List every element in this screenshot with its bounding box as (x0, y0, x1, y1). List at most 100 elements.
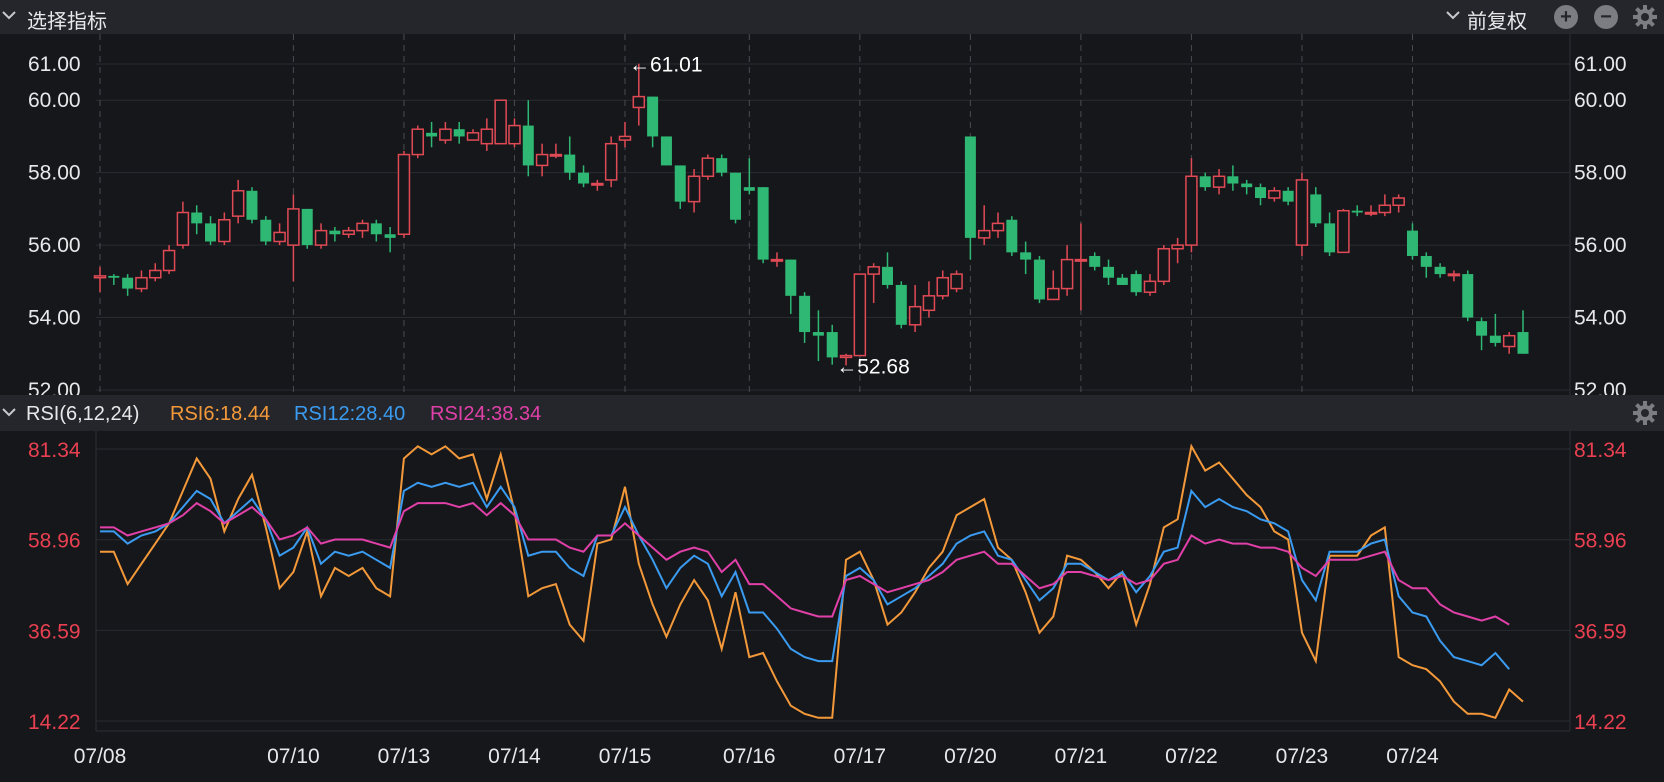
adjust-type-select[interactable]: 前复权 (1467, 11, 1527, 33)
gear-icon[interactable] (1632, 4, 1658, 30)
candle-body (618, 135, 632, 141)
candle-body (770, 258, 784, 262)
candle-body (356, 222, 369, 232)
rsi-tick-label-right: 81.34 (1574, 439, 1627, 462)
candle-body (647, 96, 659, 137)
candle-body (494, 99, 507, 145)
candle-body (231, 190, 245, 217)
indicator-select-label[interactable]: 选择指标 (27, 11, 107, 33)
candle-body (329, 230, 341, 235)
candle-body (1116, 277, 1128, 285)
candle-body (1476, 321, 1488, 336)
price-tick-label-right: 61.00 (1574, 53, 1627, 76)
candle-body (1324, 223, 1336, 253)
rsi-tick-label-right: 36.59 (1574, 620, 1627, 643)
candle-body (273, 231, 286, 243)
rsi-gear-icon[interactable] (1632, 400, 1658, 426)
candle-body (1130, 274, 1142, 293)
candle-body (1420, 255, 1432, 267)
candle-body (839, 354, 853, 359)
rsi-chart: 81.34 81.34 58.96 58.96 36.59 36.59 14.22 14.22… (28, 431, 1627, 768)
zoom-out-icon[interactable]: − (1594, 5, 1618, 29)
candle-body (522, 125, 534, 166)
candle-body (1103, 266, 1115, 278)
rsi-series-line-rsi12 (100, 481, 1510, 670)
price-tick-label-left: 58.00 (28, 162, 81, 185)
price-tick-label-right: 56.00 (1574, 234, 1627, 257)
zoom-in-icon[interactable]: + (1554, 5, 1578, 29)
adjust-chevron-down-icon[interactable] (1446, 10, 1460, 22)
candle-body (1227, 176, 1239, 184)
x-tick-label: 07/17 (834, 745, 887, 768)
candle-body (535, 153, 549, 167)
candle-body (1212, 175, 1226, 188)
rsi-title[interactable]: RSI(6,12,24) (26, 403, 140, 425)
candle-body (426, 132, 438, 137)
rsi6-value: RSI6:18.44 (170, 403, 271, 425)
price-extreme-annotation: ←52.68 (836, 355, 910, 378)
candle-body (314, 229, 328, 246)
rsi-chevron-down-icon[interactable] (2, 407, 16, 419)
candle-body (453, 129, 465, 137)
x-tick-label: 07/13 (378, 745, 431, 768)
candle-body (162, 249, 176, 272)
candle-body (1074, 258, 1088, 262)
candle-body (660, 136, 672, 166)
candle-body (564, 154, 576, 173)
candle-body (411, 128, 425, 156)
candle-body (1255, 187, 1267, 199)
candle-body (908, 305, 922, 326)
candle-body (384, 234, 396, 238)
candle-body (785, 259, 797, 296)
rsi-series-line-rsi24 (100, 501, 1510, 626)
candle-body (674, 165, 686, 202)
candle-body (1241, 183, 1253, 188)
candle-body (812, 332, 824, 336)
candle-body (439, 128, 452, 141)
price-extreme-annotation: ←61.01 (629, 54, 703, 77)
x-tick-label: 07/08 (74, 745, 127, 768)
candle-body (1143, 280, 1157, 293)
price-tick-label-right: 58.00 (1574, 162, 1627, 185)
candle-body (108, 275, 120, 278)
rsi12-value: RSI12:28.40 (294, 403, 406, 425)
x-tick-label: 07/23 (1276, 745, 1329, 768)
candle-body (716, 158, 728, 173)
candle-body (480, 128, 494, 145)
candle-body (1006, 219, 1018, 253)
candle-body (1157, 247, 1171, 283)
candle-body (757, 187, 769, 260)
candle-body (1199, 176, 1211, 188)
candle-body (604, 142, 618, 181)
candle-body (977, 229, 991, 239)
candle-body (591, 182, 604, 186)
candle-body (826, 332, 838, 358)
candle-body (950, 273, 963, 290)
top-toolbar: 选择指标 前复权 + − (0, 0, 1664, 34)
chevron-down-icon[interactable] (2, 10, 16, 22)
candle-body (1489, 335, 1501, 343)
x-tick-label: 07/20 (944, 745, 997, 768)
price-tick-label-left: 56.00 (28, 234, 81, 257)
x-tick-label: 07/21 (1055, 745, 1108, 768)
candle-body (246, 190, 258, 220)
candle-body (1020, 252, 1032, 260)
candle-body (881, 266, 893, 285)
x-tick-label: 07/10 (267, 745, 320, 768)
x-tick-label: 07/15 (599, 745, 652, 768)
candle-body (466, 132, 480, 141)
candle-body (1310, 194, 1322, 224)
candle-body (799, 295, 811, 333)
candle-body (1462, 274, 1474, 318)
candle-body (205, 223, 217, 242)
price-tick-label-left: 52.00 (28, 379, 81, 395)
candle-body (287, 208, 300, 246)
candle-body (867, 266, 880, 275)
candle-body (1517, 332, 1529, 354)
candle-body (260, 219, 272, 242)
candle-body (149, 269, 162, 279)
candle-body (578, 172, 590, 184)
candle-body (743, 187, 755, 191)
candle-body (936, 276, 949, 297)
rsi-tick-label-left: 58.96 (28, 530, 81, 553)
